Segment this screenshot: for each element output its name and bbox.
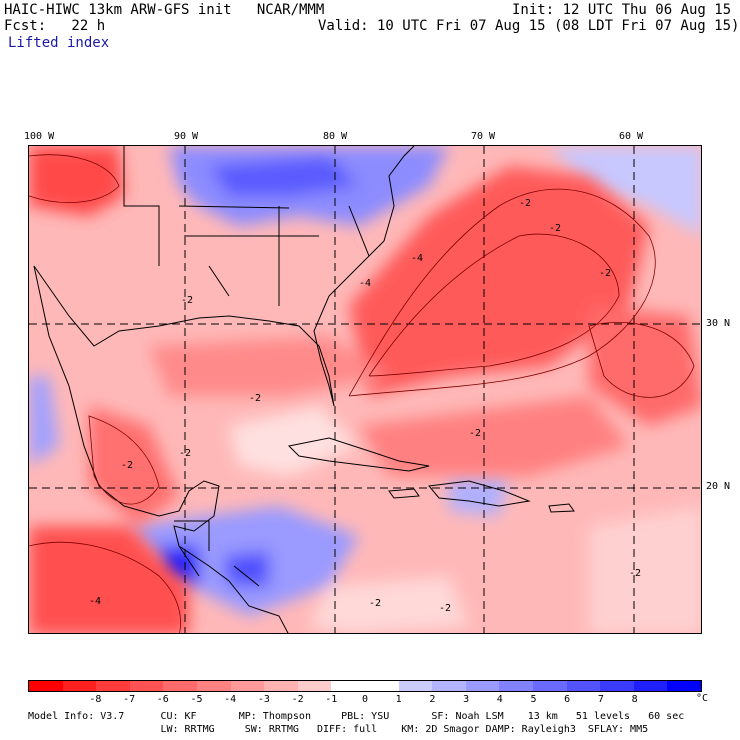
state-borders: [123, 146, 370, 306]
puerto-rico-outline: [548, 503, 575, 513]
contour-label: -4: [359, 278, 371, 289]
lon-label-80w: 80 W: [323, 131, 348, 142]
colorbar-cell: [566, 681, 601, 691]
colorbar-cell: [129, 681, 164, 691]
colorbar-cell: [667, 681, 701, 691]
model-info-line1: Model Info: V3.7 CU: KF MP: Thompson PBL…: [28, 711, 685, 722]
colorbar-cell: [96, 681, 130, 691]
colorbar-tick-label: 7: [597, 694, 604, 705]
contour-minus2-gulf: [88, 415, 160, 505]
header-forecast-hour: Fcst: 22 h: [4, 18, 106, 34]
colorbar-cell: [398, 681, 433, 691]
contour-label: -2: [519, 198, 531, 209]
contour-label: -2: [549, 223, 561, 234]
contour-label: -2: [121, 460, 133, 471]
lat-label-20n: 20 N: [706, 481, 731, 492]
colorbar-tick-label: 6: [564, 694, 571, 705]
contour-label: -4: [411, 253, 423, 264]
li-contours: [29, 154, 695, 633]
lon-label-90w: 90 W: [174, 131, 199, 142]
colorbar-tick-label: -7: [123, 694, 136, 705]
contour-label: -2: [439, 603, 451, 614]
colorbar-cell: [62, 681, 97, 691]
contour-label: -2: [599, 268, 611, 279]
lat-lon-grid: [29, 146, 701, 633]
colorbar-cell: [331, 681, 365, 691]
contour-label: -2: [181, 295, 193, 306]
contour-label-group: -2 -2 -2 -2 -4 -4 -2 -2 -4 -2 -2 -2 -2 -…: [89, 198, 641, 614]
colorbar-tick-label: 3: [463, 694, 470, 705]
colorbar-cell: [600, 681, 634, 691]
colorbar-unit: °C: [696, 693, 709, 704]
colorbar-cell: [163, 681, 197, 691]
contour-minus6-north: [29, 154, 120, 203]
contour-minus4-atlantic: [348, 188, 656, 397]
colorbar-tick-label: -4: [224, 694, 237, 705]
colorbar-tick-label: -1: [325, 694, 338, 705]
map-panel: -2 -2 -2 -2 -4 -4 -2 -2 -4 -2 -2 -2 -2 -…: [28, 145, 702, 634]
colorbar-cell: [432, 681, 466, 691]
colorbar-cell: [230, 681, 265, 691]
contour-label: -2: [469, 428, 481, 439]
us-gulf-atlantic-coast: [33, 146, 415, 407]
hispaniola-outline: [428, 480, 531, 507]
contour-minus4-pacific: [29, 541, 181, 633]
colorbar: [28, 680, 702, 692]
header-title: HAIC-HIWC 13km ARW-GFS init NCAR/MMM: [4, 2, 325, 18]
lon-label-60w: 60 W: [619, 131, 644, 142]
contour-label: -4: [89, 596, 101, 607]
colorbar-tick-label: 4: [496, 694, 503, 705]
colorbar-cell: [364, 681, 399, 691]
coastlines: [33, 146, 575, 633]
colorbar-cell: [465, 681, 500, 691]
positive-li-regions: [29, 146, 701, 633]
contour-label: -2: [249, 393, 261, 404]
contour-label: -2: [179, 448, 191, 459]
model-info-line2: LW: RRTMG SW: RRTMG DIFF: full KM: 2D Sm…: [28, 724, 649, 735]
colorbar-tick-label: -8: [89, 694, 102, 705]
colorbar-tick-label: 8: [631, 694, 638, 705]
colorbar-cell: [499, 681, 533, 691]
lon-label-70w: 70 W: [471, 131, 496, 142]
colorbar-cell: [532, 681, 567, 691]
contour-label: -2: [629, 568, 641, 579]
colorbar-cell: [196, 681, 231, 691]
colorbar-cell: [264, 681, 298, 691]
colorbar-cell: [297, 681, 332, 691]
colorbar-tick-label: 2: [429, 694, 436, 705]
colorbar-tick-label: -2: [291, 694, 304, 705]
colorbar-cell: [29, 681, 63, 691]
lifted-index-map: -2 -2 -2 -2 -4 -4 -2 -2 -4 -2 -2 -2 -2 -…: [29, 146, 701, 633]
contour-minus4-east: [588, 322, 695, 398]
country-borders: [174, 520, 260, 587]
contour-minus6-atlantic: [368, 233, 620, 377]
colorbar-tick-label: 0: [361, 694, 369, 705]
cuba-outline: [287, 437, 430, 472]
lon-label-100w: 100 W: [24, 131, 55, 142]
mexico-central-america-coast: [33, 265, 289, 633]
header-init: Init: 12 UTC Thu 06 Aug 15: [512, 2, 732, 18]
colorbar-tick-label: -3: [257, 694, 270, 705]
field-name: Lifted index: [8, 35, 110, 51]
header-valid-time: Valid: 10 UTC Fri 07 Aug 15 (08 LDT Fri …: [318, 18, 740, 34]
colorbar-tick-label: 5: [530, 694, 537, 705]
jamaica-outline: [388, 488, 420, 499]
contour-label: -2: [369, 598, 381, 609]
colorbar-tick-label: -6: [156, 694, 169, 705]
lat-label-30n: 30 N: [706, 318, 731, 329]
colorbar-cell: [633, 681, 668, 691]
colorbar-tick-label: 1: [395, 694, 402, 705]
colorbar-tick-label: -5: [190, 694, 203, 705]
